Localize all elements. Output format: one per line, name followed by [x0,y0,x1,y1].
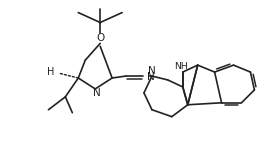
Text: N: N [148,66,156,76]
Text: H: H [47,67,54,77]
Text: NH: NH [174,62,188,71]
Text: N: N [147,72,155,82]
Text: O: O [96,33,104,43]
Text: N: N [93,88,101,98]
